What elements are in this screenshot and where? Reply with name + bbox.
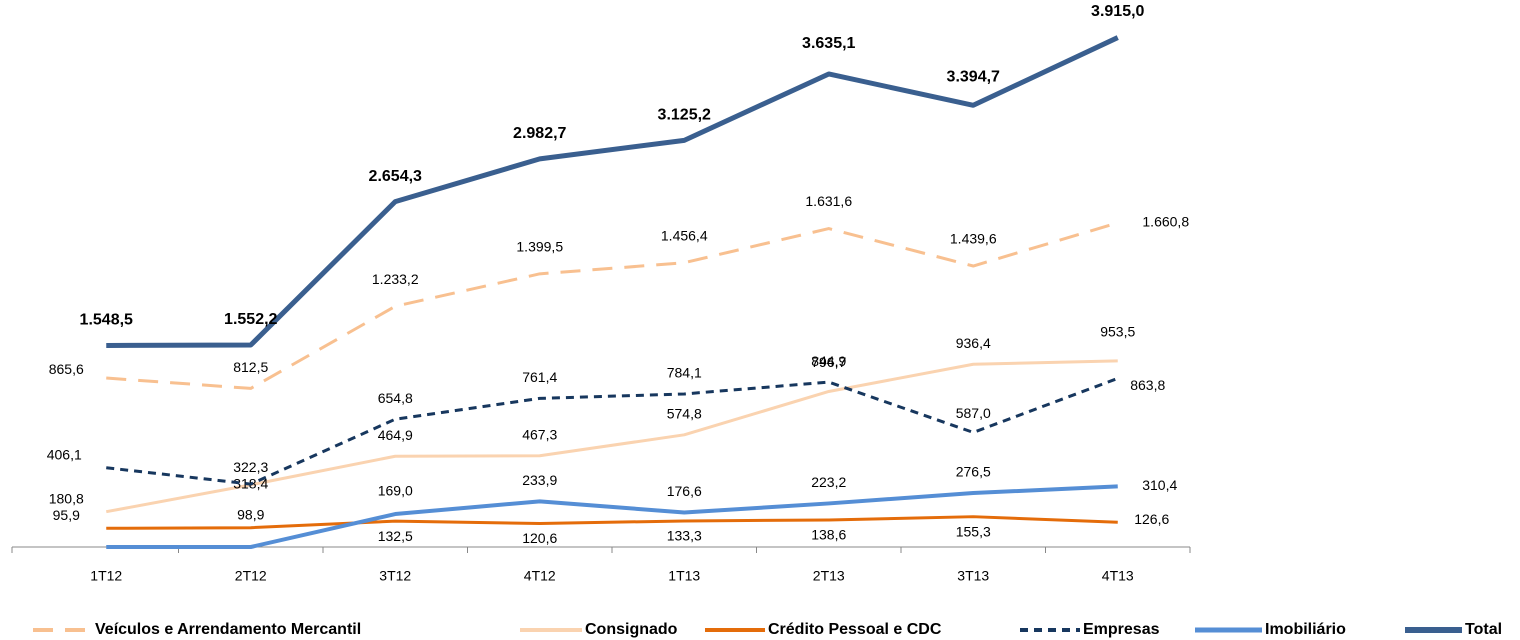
data-label: 126,6 bbox=[1134, 511, 1169, 527]
data-label: 406,1 bbox=[47, 446, 82, 462]
data-label: 936,4 bbox=[956, 335, 991, 351]
data-label: 784,1 bbox=[667, 365, 702, 381]
data-label: 1.660,8 bbox=[1142, 214, 1189, 230]
data-label: 1.631,6 bbox=[805, 193, 852, 209]
data-label: 3.915,0 bbox=[1091, 3, 1144, 20]
data-label: 322,3 bbox=[233, 459, 268, 475]
data-label: 863,8 bbox=[1130, 377, 1165, 393]
data-label: 276,5 bbox=[956, 464, 991, 480]
data-label: 2.982,7 bbox=[513, 125, 566, 142]
legend-label: Imobiliário bbox=[1265, 621, 1346, 638]
x-tick-label: 4T13 bbox=[1102, 568, 1134, 584]
series-line bbox=[105, 359, 1118, 514]
data-label: 3.635,1 bbox=[802, 35, 855, 52]
x-tick-label: 2T13 bbox=[813, 568, 845, 584]
data-label: 155,3 bbox=[956, 523, 991, 539]
data-label: 1.233,2 bbox=[372, 271, 419, 287]
x-tick-label: 3T12 bbox=[379, 568, 411, 584]
x-tick-label: 1T12 bbox=[90, 568, 122, 584]
data-label: 1.456,4 bbox=[661, 227, 708, 243]
series-line bbox=[106, 376, 1119, 486]
data-label: 1.548,5 bbox=[80, 312, 133, 329]
data-label: 2.654,3 bbox=[369, 168, 422, 185]
data-label: 464,9 bbox=[378, 427, 413, 443]
data-label: 138,6 bbox=[811, 527, 846, 543]
legend-label: Empresas bbox=[1083, 621, 1160, 638]
legend-label: Veículos e Arrendamento Mercantil bbox=[95, 621, 361, 638]
data-label: 95,9 bbox=[53, 507, 80, 523]
data-label: 169,0 bbox=[378, 483, 413, 499]
data-label: 587,0 bbox=[956, 405, 991, 421]
data-label: 3.394,7 bbox=[947, 68, 1000, 85]
data-label: 574,8 bbox=[667, 406, 702, 422]
data-label: 176,6 bbox=[667, 483, 702, 499]
series-line bbox=[106, 515, 1118, 530]
data-label: 1.552,2 bbox=[224, 311, 277, 328]
legend-label: Crédito Pessoal e CDC bbox=[768, 621, 942, 638]
data-label: 1.439,6 bbox=[950, 231, 997, 247]
data-label: 133,3 bbox=[667, 528, 702, 544]
data-label: 223,2 bbox=[811, 474, 846, 490]
legend-label: Total bbox=[1465, 621, 1502, 638]
legend-label: Consignado bbox=[585, 621, 678, 638]
series-line bbox=[106, 221, 1119, 390]
data-label: 812,5 bbox=[233, 359, 268, 375]
x-tick-label: 3T13 bbox=[957, 568, 989, 584]
data-label: 796,7 bbox=[811, 354, 846, 370]
data-label: 953,5 bbox=[1100, 324, 1135, 340]
data-label: 467,3 bbox=[522, 426, 557, 442]
data-label: 761,4 bbox=[522, 369, 557, 385]
data-label: 844,9 bbox=[811, 353, 846, 369]
data-label: 310,4 bbox=[1142, 477, 1177, 493]
data-label: 1.399,5 bbox=[516, 239, 563, 255]
series-line bbox=[106, 484, 1118, 549]
x-tick-label: 4T12 bbox=[524, 568, 556, 584]
data-label: 654,8 bbox=[378, 390, 413, 406]
series-line bbox=[106, 35, 1119, 349]
data-label: 132,5 bbox=[378, 528, 413, 544]
data-label: 180,8 bbox=[49, 490, 84, 506]
data-label: 3.125,2 bbox=[658, 107, 711, 124]
data-label: 865,6 bbox=[49, 361, 84, 377]
data-label: 120,6 bbox=[522, 530, 557, 546]
data-label: 98,9 bbox=[237, 506, 264, 522]
x-tick-label: 1T13 bbox=[668, 568, 700, 584]
x-tick-label: 2T12 bbox=[235, 568, 267, 584]
data-label: 233,9 bbox=[522, 472, 557, 488]
